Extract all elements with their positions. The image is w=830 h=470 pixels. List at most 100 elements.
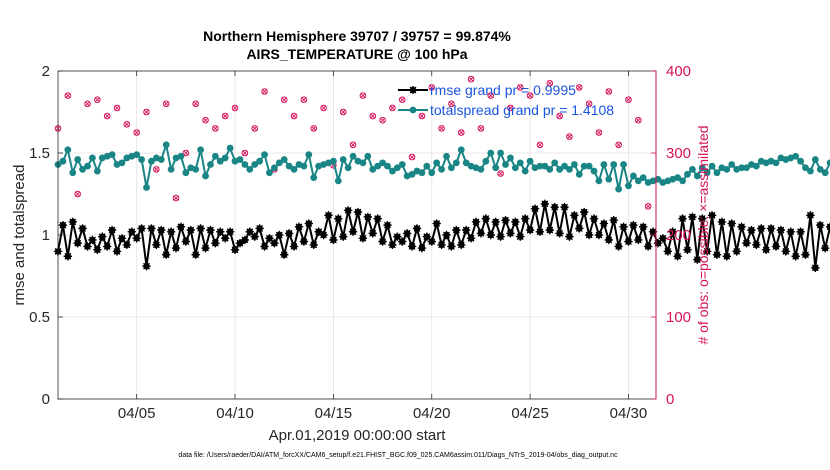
rmse-point: [176, 222, 186, 231]
totalspread-point: [79, 166, 86, 173]
totalspread-point: [408, 170, 416, 178]
y-right-axis-label: # of obs: o=possible; ×=assimilated: [695, 125, 711, 344]
rmse-point: [407, 242, 417, 251]
obs-count-marker: [595, 129, 603, 136]
rmse-point: [368, 229, 377, 238]
rmse-point: [383, 220, 392, 230]
rmse-point: [466, 234, 476, 243]
totalspread-point: [226, 144, 234, 152]
rmse-point: [575, 224, 584, 233]
totalspread-point: [433, 159, 441, 167]
rmse-point: [727, 219, 736, 228]
obs-count-marker: [143, 108, 150, 116]
rmse-point: [284, 229, 294, 238]
totalspread-point: [261, 151, 268, 159]
totalspread-point: [634, 177, 642, 185]
rmse-point: [584, 230, 594, 240]
obs-count-marker: [153, 166, 160, 173]
rmse-point: [491, 217, 500, 227]
rmse-point: [668, 227, 677, 236]
totalspread-point: [821, 169, 829, 177]
rmse-point: [68, 217, 77, 227]
y-left-tick-label: 1: [42, 227, 50, 244]
y-left-tick-label: 1.5: [29, 145, 50, 162]
rmse-point: [761, 245, 771, 254]
rmse-point: [796, 227, 805, 236]
obs-count-marker: [231, 104, 239, 112]
rmse-point: [545, 225, 554, 235]
legend-spread-marker: [409, 106, 417, 114]
totalspread-point: [541, 162, 549, 170]
rmse-point: [766, 224, 776, 233]
legend-rmse-marker: [409, 86, 417, 94]
rmse-point: [535, 227, 545, 236]
rmse-point: [147, 224, 156, 233]
rmse-point: [388, 240, 397, 250]
totalspread-point: [89, 154, 96, 162]
obs-count-marker: [477, 125, 485, 132]
totalspread-point: [364, 152, 372, 160]
obs-count-marker: [94, 96, 101, 103]
totalspread-point: [708, 162, 716, 170]
obs-count-marker: [389, 104, 396, 112]
rmse-point: [127, 227, 136, 236]
totalspread-point: [374, 162, 382, 170]
rmse-point: [93, 245, 102, 254]
obs-count-marker: [221, 112, 229, 120]
totalspread-point: [590, 167, 598, 175]
rmse-point: [343, 206, 353, 215]
y-right-tick-label: 200: [666, 227, 691, 244]
obs-count-marker: [369, 112, 377, 120]
rmse-point: [825, 222, 830, 231]
rmse-point: [319, 230, 328, 240]
rmse-point: [678, 214, 687, 223]
obs-count-marker: [507, 104, 514, 112]
rmse-point: [486, 230, 495, 240]
legend-rmse-label: rmse grand pr = 0.9995: [430, 82, 576, 98]
totalspread-point: [221, 154, 229, 162]
totalspread-point: [202, 172, 209, 180]
rmse-point: [496, 232, 505, 241]
totalspread-point: [507, 154, 514, 162]
rmse-point: [791, 252, 800, 261]
chart-title-line1: Northern Hemisphere 39707 / 39757 = 99.8…: [203, 28, 511, 44]
obs-count-marker: [398, 96, 406, 103]
totalspread-point: [684, 170, 691, 178]
x-tick-label: 04/05: [118, 405, 156, 422]
totalspread-point: [207, 161, 214, 168]
obs-count-marker: [526, 92, 534, 99]
totalspread-point: [580, 162, 588, 170]
rmse-point: [752, 240, 761, 250]
rmse-point: [63, 252, 73, 261]
totalspread-point: [585, 162, 593, 170]
rmse-point: [629, 220, 638, 230]
rmse-point: [309, 240, 318, 250]
rmse-point: [461, 225, 471, 235]
totalspread-point: [561, 162, 568, 170]
rmse-point: [702, 247, 712, 256]
rmse-point: [102, 242, 112, 251]
totalspread-point: [492, 164, 500, 172]
rmse-point: [378, 237, 387, 246]
totalspread-point: [443, 152, 450, 160]
rmse-point: [191, 250, 200, 259]
totalspread-point: [197, 146, 205, 154]
rmse-point: [614, 242, 623, 251]
obs-count-marker: [575, 84, 583, 91]
rmse-point: [520, 214, 530, 223]
rmse-point: [98, 232, 107, 241]
y-right-tick-label: 100: [666, 309, 691, 326]
rmse-point: [771, 242, 781, 251]
rmse-point: [757, 224, 766, 233]
rmse-point: [166, 227, 176, 236]
rmse-point: [289, 242, 299, 251]
rmse-point: [137, 224, 146, 233]
totalspread-point: [192, 166, 200, 173]
rmse-point: [73, 239, 82, 248]
obs-count-marker: [379, 116, 386, 124]
totalspread-point: [64, 146, 72, 154]
totalspread-point: [290, 166, 298, 173]
totalspread-point: [595, 177, 603, 185]
obs-count-marker: [280, 96, 288, 103]
obs-count-marker: [556, 112, 563, 120]
